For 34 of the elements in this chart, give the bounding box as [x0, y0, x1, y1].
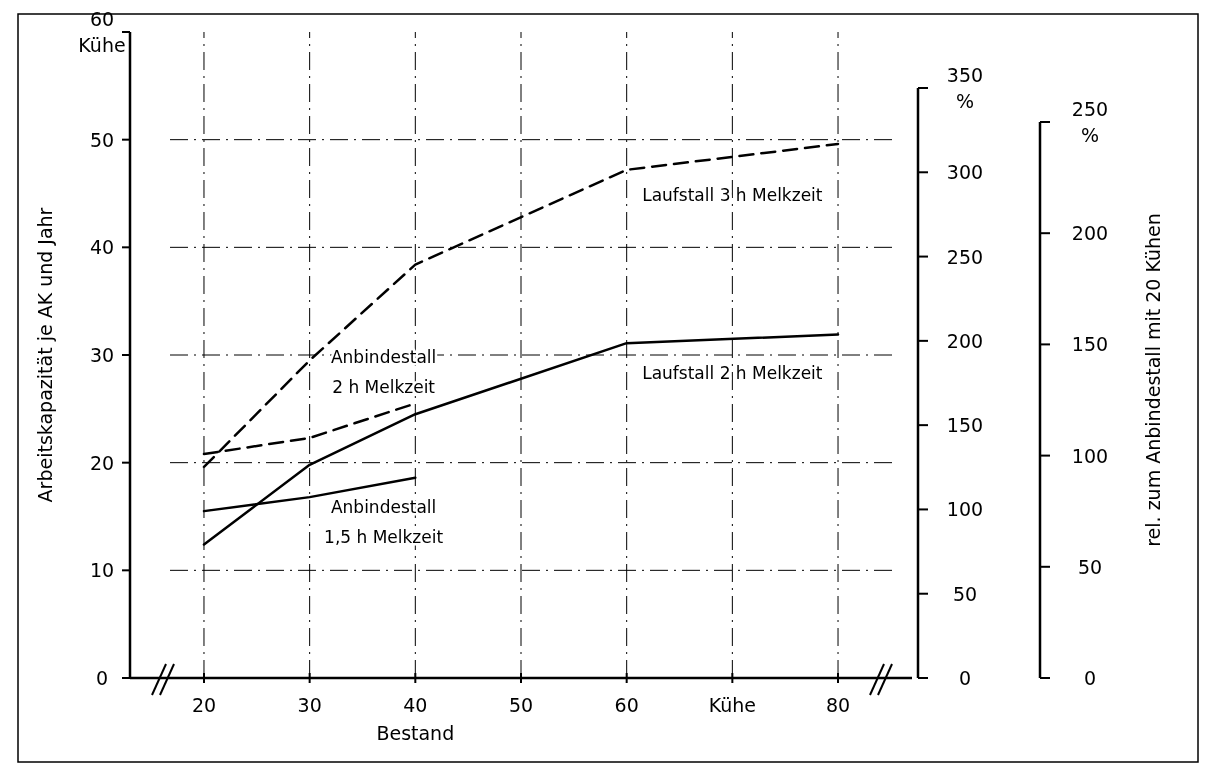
y-tick-label: 40	[89, 236, 115, 259]
y2-tick-label: 150	[946, 414, 984, 437]
x-tick-label: 30	[297, 694, 322, 716]
y3-tick-label: 50	[1077, 555, 1103, 578]
series-label: Anbindestall 2 h Melkzeit	[330, 346, 437, 397]
y2-tick-label: 250	[946, 245, 984, 268]
series-label: Laufstall 2 h Melkzeit	[642, 362, 823, 383]
y-axis-title: Arbeitskapazität je AK und Jahr	[34, 207, 56, 503]
y-tick-label: 10	[89, 559, 115, 582]
x-tick-label: 20	[191, 694, 217, 716]
y3-axis-title: rel. zum Anbindestall mit 20 Kühen	[1142, 213, 1164, 547]
y2-tick-label: 0	[958, 667, 972, 689]
y3-tick-label: 200	[1071, 222, 1109, 245]
y-tick-label: 60 Kühe	[78, 8, 126, 56]
x-tick-label: 60	[614, 694, 639, 716]
y2-tick-label: 200	[946, 329, 984, 352]
y2-tick-label: 50	[952, 582, 978, 605]
x-tick-label: 80	[825, 694, 851, 716]
y-tick-label: 20	[89, 451, 115, 474]
y-tick-label: 50	[89, 128, 115, 151]
x-tick-label: 50	[508, 694, 534, 716]
y3-tick-label: 250 %	[1071, 98, 1109, 146]
x-tick-label: Kühe	[708, 694, 756, 716]
y3-tick-label: 150	[1071, 333, 1109, 356]
y-tick-label: 0	[95, 667, 109, 689]
y2-tick-label: 100	[946, 498, 984, 521]
x-tick-label: 40	[403, 694, 428, 716]
y2-tick-label: 350 %	[946, 64, 984, 112]
y2-tick-label: 300	[946, 161, 984, 184]
y-tick-label: 30	[89, 344, 115, 366]
series-label: Laufstall 3 h Melkzeit	[642, 185, 823, 206]
y3-tick-label: 0	[1083, 667, 1097, 689]
y3-tick-label: 100	[1071, 444, 1109, 467]
x-axis-title: Bestand	[376, 722, 455, 744]
